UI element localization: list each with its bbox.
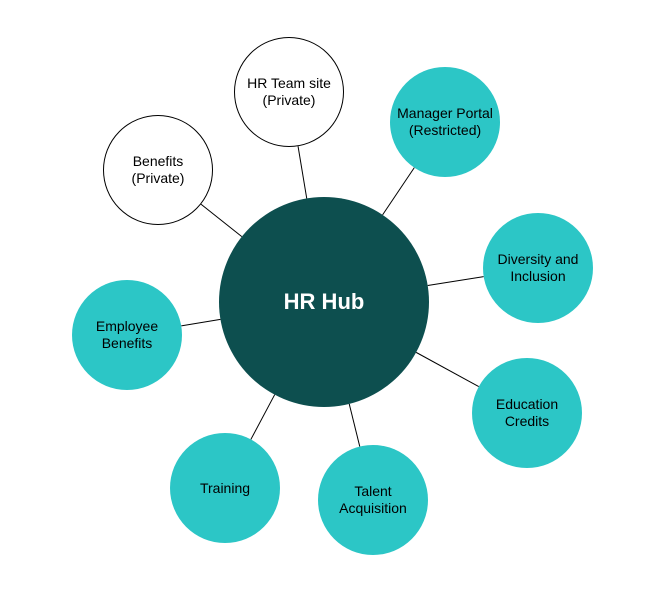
spoke-label-employee-benefits: Employee Benefits (78, 318, 176, 352)
connector-training (251, 395, 275, 440)
spoke-node-manager-portal: Manager Portal (Restricted) (390, 67, 500, 177)
spoke-node-training: Training (170, 433, 280, 543)
connector-education-credits (416, 352, 479, 386)
spoke-label-talent-acquisition: Talent Acquisition (324, 483, 422, 517)
connector-hr-team-site (298, 146, 307, 198)
connector-employee-benefits (181, 319, 220, 326)
hub-label: HR Hub (284, 289, 365, 315)
spoke-label-benefits-private: Benefits (Private) (110, 153, 206, 187)
spoke-label-manager-portal: Manager Portal (Restricted) (396, 105, 494, 139)
spoke-node-talent-acquisition: Talent Acquisition (318, 445, 428, 555)
spoke-node-hr-team-site: HR Team site (Private) (234, 37, 344, 147)
diagram-canvas: HR Hub HR Team site (Private) Manager Port… (0, 0, 649, 604)
hub-node: HR Hub (219, 197, 429, 407)
spoke-node-diversity-inclusion: Diversity and Inclusion (483, 213, 593, 323)
spoke-label-training: Training (200, 480, 250, 497)
spoke-label-hr-team-site: HR Team site (Private) (241, 75, 337, 109)
connector-talent-acquisition (349, 404, 360, 447)
connector-benefits-private (201, 204, 242, 236)
connector-manager-portal (383, 168, 415, 215)
spoke-node-benefits-private: Benefits (Private) (103, 115, 213, 225)
spoke-node-employee-benefits: Employee Benefits (72, 280, 182, 390)
connector-diversity-inclusion (428, 277, 484, 286)
spoke-node-education-credits: Education Credits (472, 358, 582, 468)
spoke-label-diversity-inclusion: Diversity and Inclusion (489, 251, 587, 285)
spoke-label-education-credits: Education Credits (478, 396, 576, 430)
